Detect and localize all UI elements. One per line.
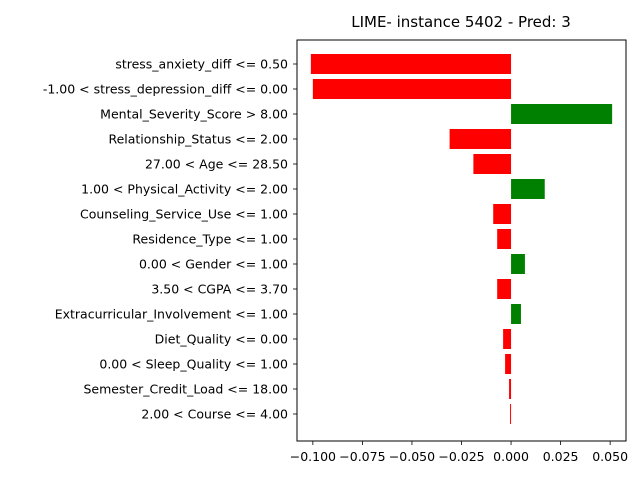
bar [312, 79, 512, 99]
y-tick-label: Relationship_Status <= 2.00 [108, 132, 288, 147]
bars-group [310, 54, 613, 424]
x-tick-label: 0.050 [592, 449, 628, 464]
bar [511, 179, 545, 199]
bar [511, 254, 525, 274]
bar [511, 104, 613, 124]
x-tick-label: −0.075 [339, 449, 385, 464]
y-tick-label: Diet_Quality <= 0.00 [155, 332, 288, 347]
y-tick-label: 2.00 < Course <= 4.00 [141, 407, 288, 422]
bar [473, 154, 512, 174]
y-tick-label: 3.50 < CGPA <= 3.70 [151, 282, 288, 297]
x-tick-label: 0.025 [543, 449, 579, 464]
bar [493, 204, 512, 224]
x-tick-label: −0.050 [389, 449, 435, 464]
x-tick-label: −0.025 [438, 449, 484, 464]
x-tick-label: −0.100 [290, 449, 336, 464]
x-axis-ticks: −0.100 −0.075 −0.050 −0.025 0.000 0.025 0.050 [290, 441, 628, 464]
chart-title: LIME- instance 5402 - Pred: 3 [351, 13, 571, 31]
plot-frame [296, 39, 627, 442]
y-tick-label: Mental_Severity_Score > 8.00 [100, 107, 288, 122]
y-tick-label: 0.00 < Gender <= 1.00 [139, 257, 288, 272]
bar [310, 54, 512, 74]
bar [511, 304, 521, 324]
category-labels: stress_anxiety_diff <= 0.50 -1.00 < stres… [43, 57, 297, 422]
bar [509, 379, 512, 399]
y-tick-label: 1.00 < Physical_Activity <= 2.00 [81, 182, 288, 197]
y-tick-label: Counseling_Service_Use <= 1.00 [80, 207, 288, 222]
bar [449, 129, 512, 149]
bar [503, 329, 512, 349]
bar [505, 354, 512, 374]
bar [497, 229, 512, 249]
y-tick-label: Semester_Credit_Load <= 18.00 [84, 382, 289, 397]
y-tick-label: 27.00 < Age <= 28.50 [145, 157, 288, 172]
y-tick-label: Residence_Type <= 1.00 [132, 232, 288, 247]
y-tick-label: 0.00 < Sleep_Quality <= 1.00 [99, 357, 288, 372]
bar [497, 279, 512, 299]
bar [510, 404, 512, 424]
y-tick-label: -1.00 < stress_depression_diff <= 0.00 [43, 82, 288, 97]
y-tick-label: Extracurricular_Involvement <= 1.00 [55, 307, 288, 322]
y-tick-label: stress_anxiety_diff <= 0.50 [115, 57, 288, 72]
x-tick-label: 0.000 [493, 449, 529, 464]
